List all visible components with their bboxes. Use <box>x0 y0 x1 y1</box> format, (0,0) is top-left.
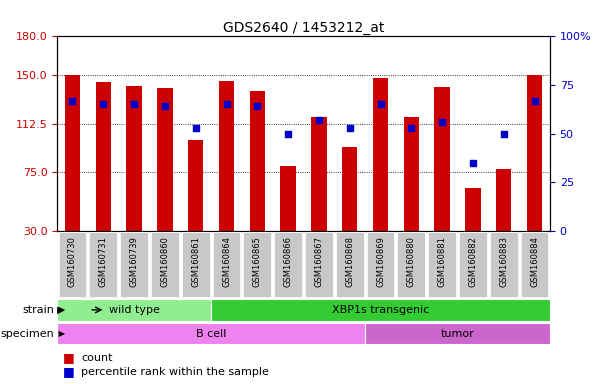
Bar <box>373 78 388 231</box>
Text: ▶: ▶ <box>56 305 66 314</box>
FancyBboxPatch shape <box>365 323 550 344</box>
Point <box>499 131 508 137</box>
Point <box>314 117 324 123</box>
Text: GSM160882: GSM160882 <box>468 236 477 287</box>
FancyBboxPatch shape <box>57 299 211 321</box>
FancyBboxPatch shape <box>59 232 87 297</box>
Point <box>129 101 139 108</box>
Text: count: count <box>81 353 112 363</box>
Text: GSM160868: GSM160868 <box>345 236 354 287</box>
FancyBboxPatch shape <box>211 299 550 321</box>
Text: ▶: ▶ <box>56 329 66 338</box>
FancyBboxPatch shape <box>397 232 425 297</box>
Point <box>406 125 416 131</box>
Bar <box>404 117 419 231</box>
Bar <box>465 188 481 231</box>
Text: GSM160731: GSM160731 <box>99 236 108 287</box>
Text: B cell: B cell <box>196 329 227 339</box>
Text: percentile rank within the sample: percentile rank within the sample <box>81 366 269 377</box>
Text: GSM160861: GSM160861 <box>191 236 200 287</box>
Point <box>283 131 293 137</box>
Point <box>468 160 478 166</box>
Bar <box>96 82 111 231</box>
Text: GSM160739: GSM160739 <box>130 236 139 287</box>
Text: wild type: wild type <box>109 305 159 315</box>
Text: GSM160881: GSM160881 <box>438 236 447 287</box>
FancyBboxPatch shape <box>243 232 271 297</box>
FancyBboxPatch shape <box>120 232 148 297</box>
Text: GSM160880: GSM160880 <box>407 236 416 287</box>
FancyBboxPatch shape <box>274 232 302 297</box>
Point <box>438 119 447 125</box>
Point <box>160 103 169 109</box>
FancyBboxPatch shape <box>305 232 333 297</box>
Text: GSM160864: GSM160864 <box>222 236 231 287</box>
Text: GSM160866: GSM160866 <box>284 236 293 287</box>
Text: ■: ■ <box>63 351 75 364</box>
Bar <box>527 75 542 231</box>
Point <box>222 101 231 108</box>
Text: GSM160865: GSM160865 <box>253 236 262 287</box>
Bar <box>188 140 203 231</box>
FancyBboxPatch shape <box>213 232 240 297</box>
Text: specimen: specimen <box>1 329 54 339</box>
FancyBboxPatch shape <box>90 232 117 297</box>
Point <box>99 101 108 108</box>
Point <box>68 98 78 104</box>
FancyBboxPatch shape <box>182 232 210 297</box>
Text: XBP1s transgenic: XBP1s transgenic <box>332 305 429 315</box>
Bar <box>435 87 450 231</box>
FancyBboxPatch shape <box>367 232 394 297</box>
Point <box>191 125 201 131</box>
FancyBboxPatch shape <box>57 323 365 344</box>
Bar <box>65 75 80 231</box>
Text: GSM160869: GSM160869 <box>376 236 385 287</box>
Text: GSM160867: GSM160867 <box>314 236 323 287</box>
Bar <box>157 88 172 231</box>
Point <box>376 101 385 108</box>
Point <box>252 103 262 109</box>
Text: GSM160730: GSM160730 <box>68 236 77 287</box>
Bar <box>496 169 511 231</box>
Bar <box>281 166 296 231</box>
FancyBboxPatch shape <box>151 232 178 297</box>
Bar <box>126 86 142 231</box>
Text: ■: ■ <box>63 365 75 378</box>
Bar <box>342 147 358 231</box>
Title: GDS2640 / 1453212_at: GDS2640 / 1453212_at <box>223 22 384 35</box>
Text: tumor: tumor <box>441 329 474 339</box>
Text: ▶: ▶ <box>54 305 65 315</box>
Text: GSM160884: GSM160884 <box>530 236 539 287</box>
Bar <box>219 81 234 231</box>
Bar <box>311 117 326 231</box>
Point <box>529 98 539 104</box>
Text: strain: strain <box>22 305 54 315</box>
FancyBboxPatch shape <box>429 232 456 297</box>
FancyBboxPatch shape <box>336 232 364 297</box>
Text: GSM160860: GSM160860 <box>160 236 169 287</box>
FancyBboxPatch shape <box>490 232 517 297</box>
FancyBboxPatch shape <box>459 232 487 297</box>
FancyBboxPatch shape <box>520 232 548 297</box>
Bar <box>249 91 265 231</box>
Point <box>345 125 355 131</box>
Text: GSM160883: GSM160883 <box>499 236 508 287</box>
